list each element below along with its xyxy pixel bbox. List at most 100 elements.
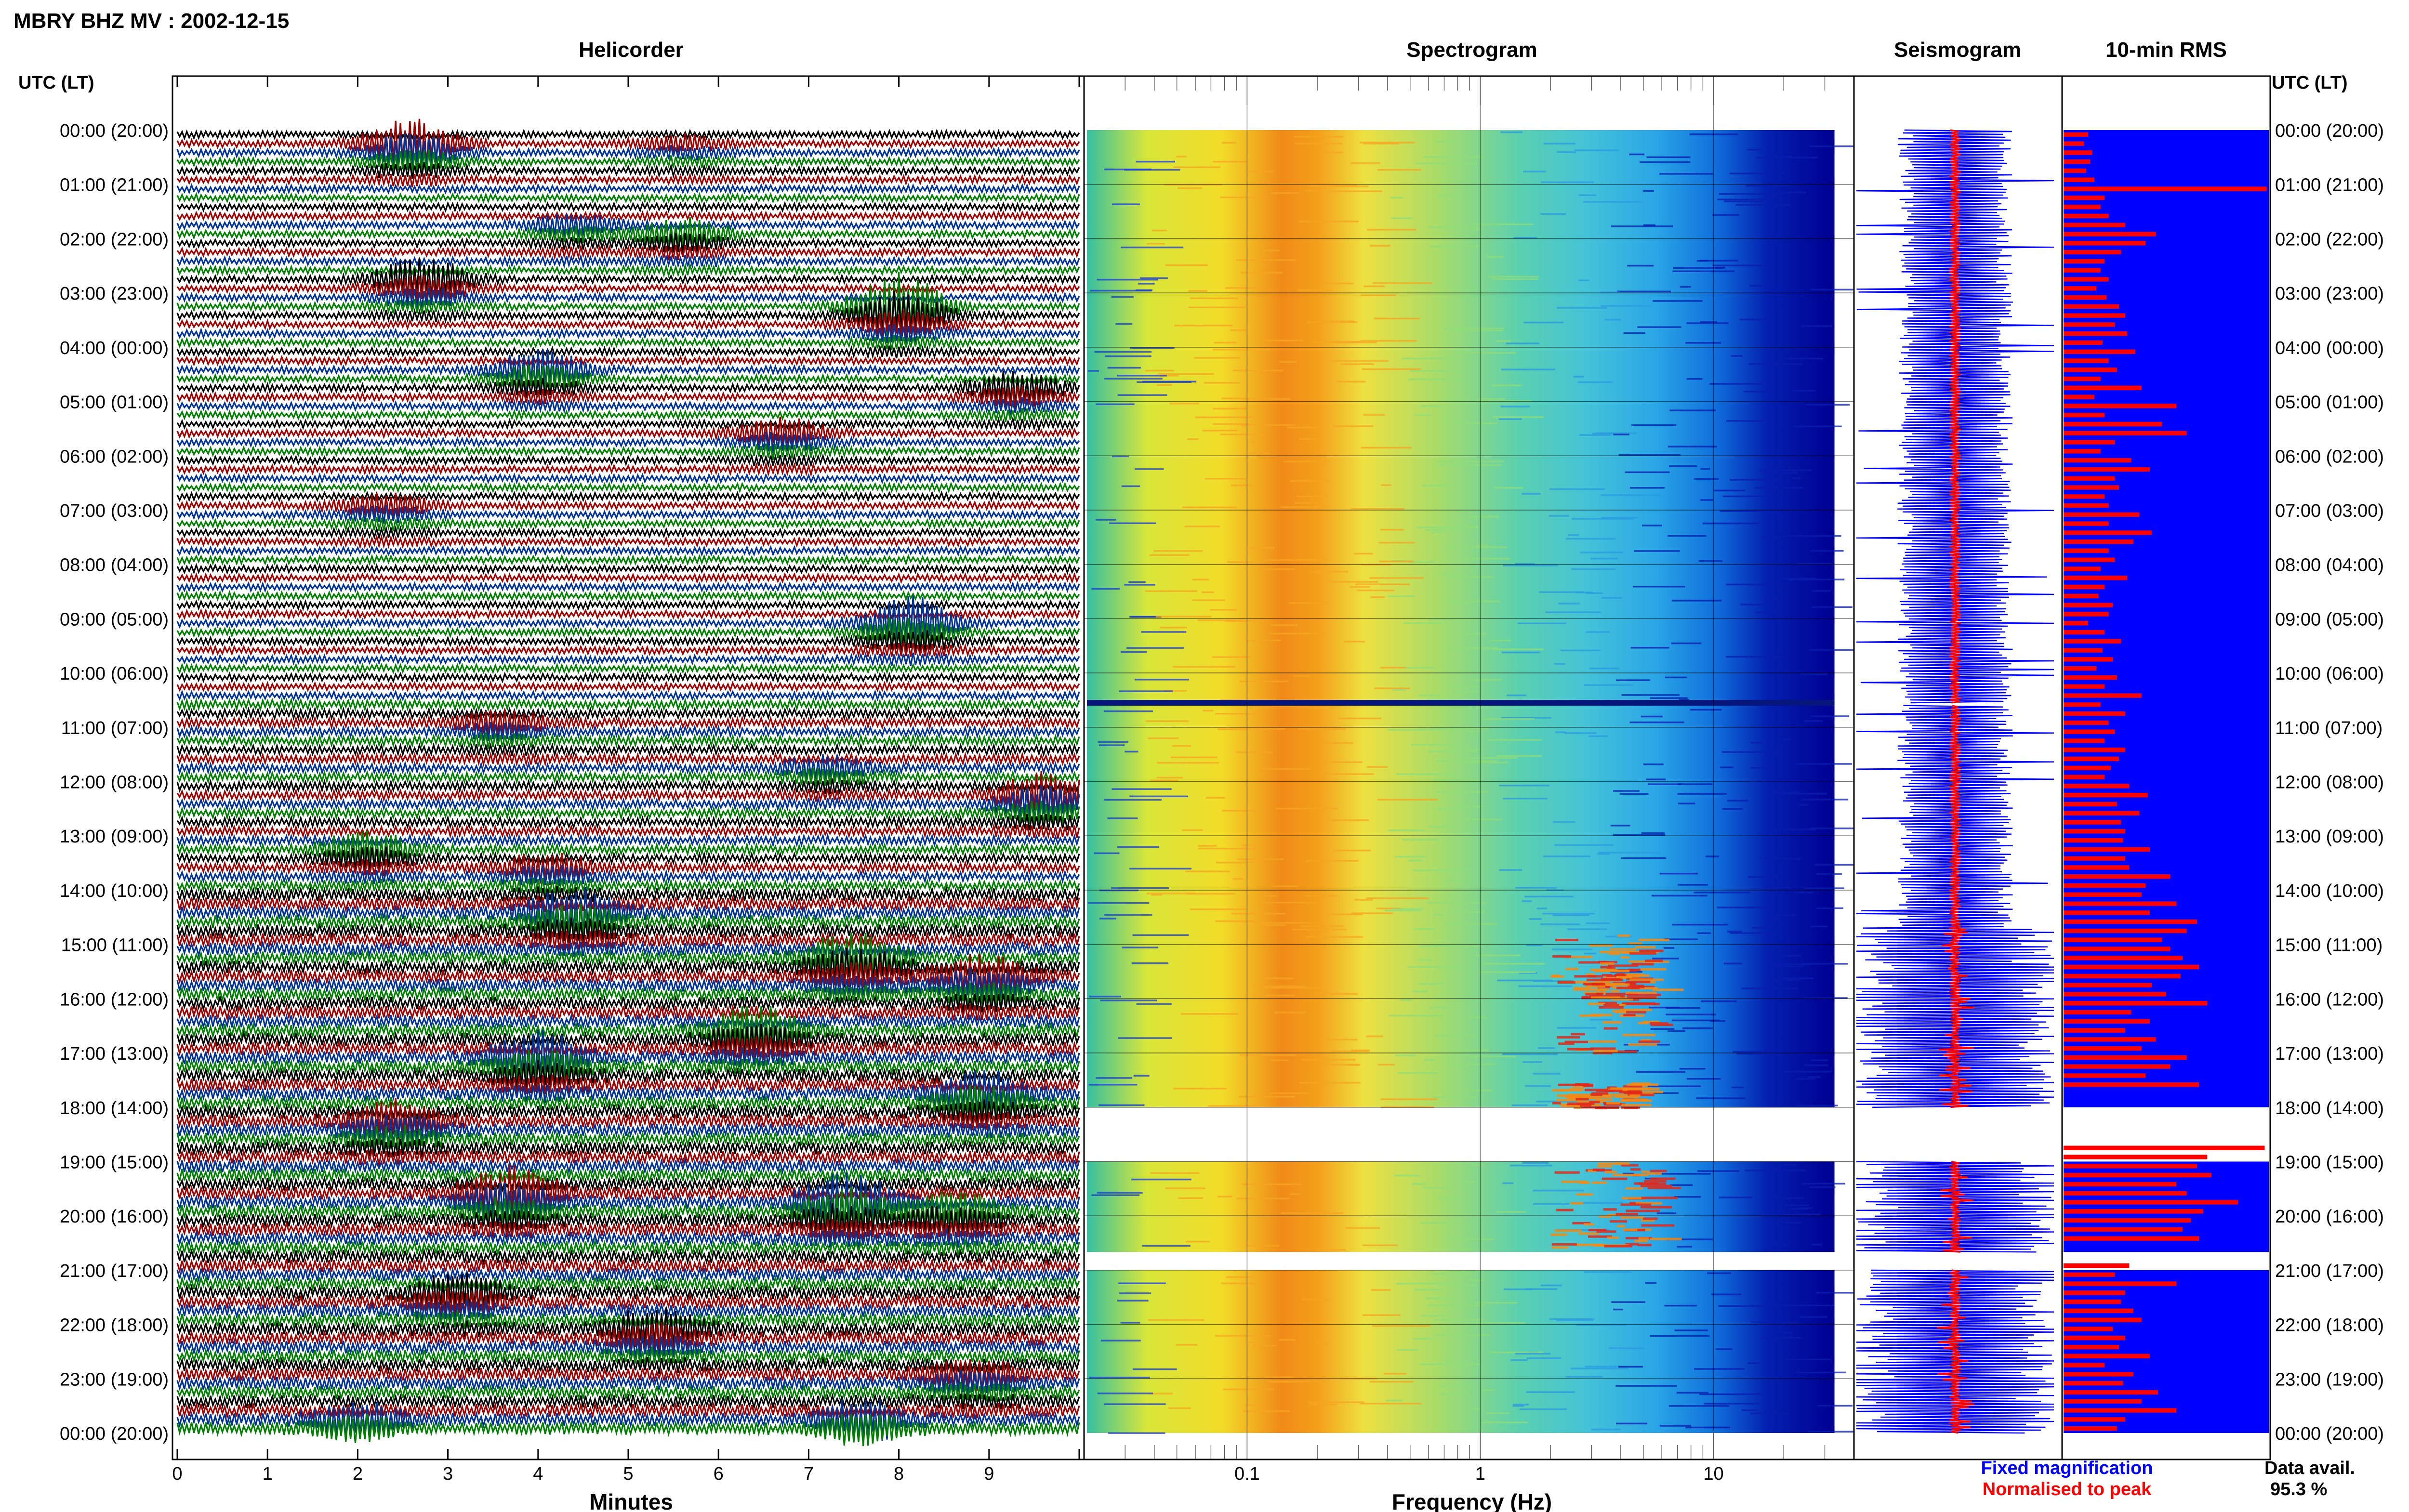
spectrogram-streak: [1145, 720, 1189, 722]
spectrogram-streak: [1620, 1216, 1644, 1219]
rms-band: [2064, 1270, 2269, 1433]
spectrogram-streak: [1421, 485, 1450, 486]
spectrogram-streak: [1647, 1186, 1681, 1189]
spectrogram-streak: [1124, 584, 1156, 586]
spectrogram-streak: [1574, 1243, 1604, 1246]
spectrogram-streak: [1121, 651, 1147, 653]
spectrogram-streak: [1097, 278, 1159, 281]
spectrogram-streak: [1598, 1162, 1622, 1165]
spectrogram-streak: [1133, 1368, 1177, 1370]
time-label-right: 03:00 (23:00): [2275, 284, 2384, 304]
spectrogram-streak: [1668, 446, 1717, 447]
spectrogram-streak: [1502, 1053, 1558, 1055]
helicorder-trace: [176, 149, 1080, 175]
spectrogram-streak: [1603, 1208, 1617, 1211]
helicorder-trace: [176, 365, 1080, 394]
spectrogram-streak: [1242, 1183, 1302, 1185]
rms-bar: [2064, 1172, 2211, 1178]
time-label-left: 00:00 (20:00): [60, 1424, 169, 1444]
spectrogram-streak: [1640, 1206, 1672, 1209]
spectrogram-streak: [1686, 378, 1703, 380]
time-label-right: 06:00 (02:00): [2275, 447, 2384, 467]
spectrogram-streak: [1380, 1098, 1438, 1100]
helicorder-trace: [176, 172, 1080, 188]
data-avail-value: 95.3 %: [2270, 1479, 2327, 1499]
spectrogram-streak: [1679, 1068, 1706, 1070]
helicorder-trace: [176, 722, 1080, 743]
spectrogram-streak: [1588, 944, 1613, 947]
spectrogram-streak: [1408, 966, 1460, 968]
rms-bar: [2064, 132, 2089, 137]
spectrogram-streak: [1436, 791, 1488, 793]
helicorder-trace: [176, 525, 1080, 540]
spectrogram-streak: [1415, 414, 1432, 416]
spectrogram-streak: [1463, 762, 1509, 763]
spectrogram-streak: [1448, 1063, 1496, 1065]
spectrogram-streak: [1188, 306, 1246, 309]
spectrogram-streak: [1298, 220, 1359, 223]
spectrogram-streak: [1257, 1376, 1294, 1378]
spectrogram-streak: [1618, 454, 1681, 456]
rms-bar: [2064, 1272, 2115, 1277]
spectrogram-streak: [1500, 131, 1523, 133]
spectrogram-streak: [1747, 876, 1779, 878]
spectrogram-streak: [1537, 1047, 1555, 1049]
rms-bar: [2064, 639, 2121, 644]
spectrogram-streak: [1549, 488, 1605, 490]
rms-bar: [2064, 820, 2121, 825]
spectrogram-streak: [1360, 294, 1396, 296]
spectrogram-streak: [1602, 1093, 1624, 1096]
spectrogram-streak: [1503, 1288, 1532, 1290]
rms-bar: [2064, 1354, 2150, 1359]
spectrogram-streak: [1578, 1232, 1599, 1235]
spectrogram-streak: [1561, 1105, 1580, 1108]
spectrogram-streak: [1647, 1085, 1701, 1087]
spectrogram-streak: [1578, 961, 1610, 964]
spectrogram-streak: [1775, 1222, 1801, 1224]
spectrogram-streak: [1526, 1391, 1575, 1393]
spectrogram-streak: [1298, 438, 1323, 440]
spectrogram-streak: [1388, 729, 1424, 731]
rms-bar: [2064, 494, 2105, 499]
time-label-left: 19:00 (15:00): [60, 1152, 169, 1172]
spectrogram-streak: [1461, 818, 1503, 820]
helicorder-trace: [176, 801, 1080, 827]
time-label-right: 10:00 (06:00): [2275, 664, 2384, 684]
time-label-right: 20:00 (16:00): [2275, 1207, 2384, 1227]
spectrogram-streak: [1727, 931, 1742, 933]
spectrogram-streak: [1600, 291, 1620, 293]
spectrogram-streak: [1712, 264, 1774, 266]
spectrogram-streak: [1730, 355, 1743, 357]
spectrogram-streak: [1686, 1078, 1721, 1080]
spectrogram-streak: [1128, 581, 1146, 583]
spectrogram-streak: [1522, 493, 1541, 495]
spectrogram-streak: [1628, 1043, 1657, 1046]
helicorder-tick-label: 0: [172, 1464, 182, 1484]
helicorder-trace: [176, 590, 1080, 602]
spectrogram-streak: [1422, 1186, 1453, 1189]
spectrogram-streak: [1620, 1104, 1652, 1106]
spectrogram-streak: [1632, 585, 1685, 588]
spectrogram-streak: [1259, 922, 1320, 924]
spectrogram-streak: [1722, 495, 1775, 498]
spectrogram-streak: [1634, 1239, 1648, 1242]
spectrogram-streak: [1811, 1059, 1828, 1061]
rms-bar: [2064, 313, 2125, 318]
spectrogram-streak: [1715, 266, 1726, 269]
helicorder-trace: [176, 1099, 1080, 1124]
spectrogram-streak: [1336, 381, 1366, 383]
spectrogram-streak: [1173, 1088, 1227, 1090]
spectrogram-streak: [1316, 1342, 1330, 1345]
spectrogram-streak: [1572, 1085, 1586, 1088]
spectrogram-streak: [1722, 808, 1743, 810]
spectrogram-streak: [1583, 201, 1642, 203]
spectrogram-streak: [1811, 590, 1832, 592]
spectrogram-streak: [1627, 993, 1661, 996]
spectrogram-streak: [1709, 383, 1762, 385]
helicorder-trace: [176, 272, 1080, 336]
spectrogram-streak: [1746, 184, 1789, 187]
helicorder-trace: [176, 830, 1080, 867]
spectrogram-streak: [1540, 213, 1566, 215]
spectrogram-streak: [1588, 975, 1596, 978]
spectrogram-streak: [1573, 986, 1590, 989]
